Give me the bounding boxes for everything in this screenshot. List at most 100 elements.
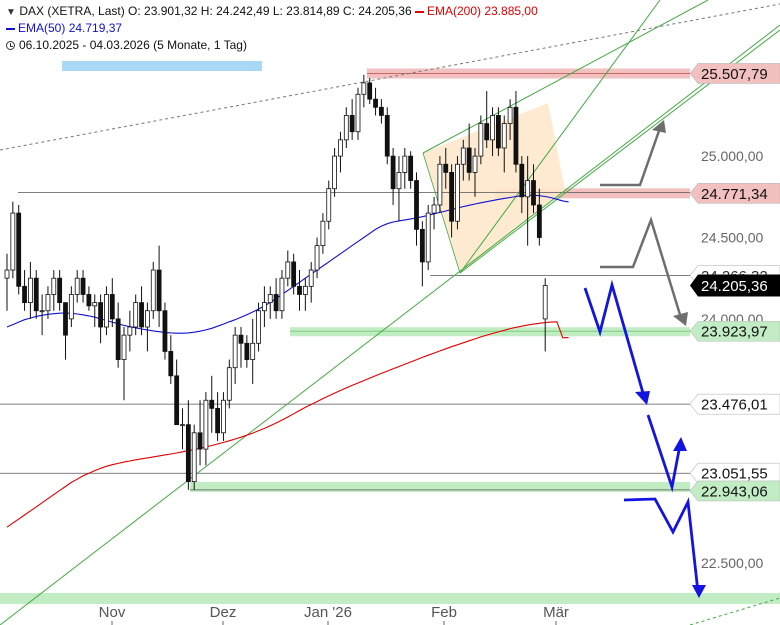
candle-body	[4, 269, 10, 279]
candle	[39, 294, 45, 336]
ema50-swatch-icon	[6, 27, 15, 30]
candle	[460, 139, 466, 181]
price-tag-bg	[689, 320, 780, 342]
candle	[191, 424, 197, 490]
candle	[261, 286, 267, 328]
candle-body	[22, 285, 27, 304]
x-tick-label: Jan '26	[304, 604, 352, 621]
candle	[414, 172, 419, 246]
y-tick-label: 24.500,00	[701, 230, 763, 246]
ema200-line	[6, 321, 569, 528]
candle	[144, 302, 150, 352]
candle-body	[279, 277, 285, 312]
candle-body	[10, 212, 16, 271]
candle	[343, 107, 349, 148]
header-ohlc-row: ▼ DAX (XETRA, Last) O: 23.901,32 H: 24.2…	[6, 4, 538, 18]
candle-body	[531, 180, 536, 206]
candle	[466, 123, 472, 181]
candle-body	[449, 171, 455, 222]
candle	[267, 286, 273, 319]
candle-body	[378, 106, 384, 116]
candle	[22, 270, 27, 311]
x-tick-label: Dez	[210, 604, 237, 621]
support-zone-22943	[190, 481, 690, 492]
candle-body	[92, 302, 98, 307]
candle	[45, 286, 51, 319]
candle-body	[273, 294, 279, 312]
candle	[332, 147, 338, 197]
candle-body	[121, 334, 127, 360]
candle-body	[507, 106, 513, 124]
candle	[443, 147, 449, 189]
candle	[133, 294, 139, 336]
candle-body	[419, 228, 425, 263]
candle	[33, 270, 39, 319]
dashed-support-line	[689, 597, 780, 625]
candle	[338, 131, 343, 173]
price-tag: 25.507,79	[689, 63, 780, 84]
blue-arrowhead-down-icon	[692, 585, 706, 598]
current-price-bg	[690, 274, 780, 297]
candle-body	[297, 285, 302, 295]
candle	[291, 253, 297, 295]
price-tag: 23.923,97	[689, 320, 780, 342]
candle	[501, 115, 507, 173]
instrument-name: DAX (XETRA, Last)	[19, 4, 125, 18]
candle-body	[45, 294, 51, 312]
x-tick-label: Feb	[431, 604, 457, 621]
candle	[115, 302, 121, 368]
candle-body	[98, 302, 103, 328]
candle-body	[57, 277, 63, 304]
ema200-label: EMA(200)	[426, 4, 482, 18]
candle	[536, 188, 542, 246]
y-tick-label: 25.000,00	[701, 148, 763, 164]
candle	[396, 156, 402, 222]
candle-body	[51, 277, 57, 295]
candle	[408, 151, 414, 189]
candle-body	[349, 115, 355, 133]
price-tag-label: 23.051,55	[701, 466, 768, 483]
x-tick-label: Nov	[99, 604, 126, 621]
price-tag-label: 24.771,34	[701, 186, 768, 203]
candle	[174, 359, 180, 426]
candle	[104, 286, 109, 336]
candle	[156, 245, 162, 328]
candle	[373, 87, 378, 116]
collapse-chevron-icon[interactable]: ▼	[6, 7, 16, 18]
candle	[215, 392, 221, 441]
candle-body	[355, 93, 361, 133]
candle	[232, 327, 238, 384]
candle-body	[472, 155, 478, 173]
candle	[250, 318, 256, 384]
candle	[367, 78, 373, 105]
ema50-legend[interactable]: EMA(50) 24.719,37	[6, 21, 122, 35]
price-tag: 22.943,06	[689, 480, 780, 502]
candle	[279, 270, 285, 319]
candle	[139, 286, 144, 336]
clock-icon	[6, 41, 15, 50]
ema200-legend[interactable]: EMA(200) 23.885,00	[414, 4, 538, 18]
candle	[180, 408, 185, 450]
candle-body	[466, 147, 472, 173]
dashed-resistance-line	[0, 3, 780, 151]
price-tag-bg	[689, 480, 780, 502]
candle	[74, 270, 80, 303]
candle-body	[373, 98, 378, 108]
projection-arrows	[583, 120, 706, 598]
date-range: 06.10.2025 - 04.03.2026	[19, 38, 150, 52]
candle-body	[267, 294, 273, 303]
gray-arrowhead-icon	[652, 120, 666, 133]
candle	[68, 286, 74, 328]
candle-body	[302, 285, 308, 295]
close-value: C: 24.205,36	[342, 4, 412, 18]
candle-body	[519, 163, 525, 198]
candle-body	[104, 294, 109, 328]
level-lines	[0, 72, 690, 491]
high-value: H: 24.242,49	[200, 4, 270, 18]
candle	[109, 278, 115, 328]
y-tick-label: 22.500,00	[701, 555, 763, 571]
price-tag-bg	[689, 462, 780, 484]
candle	[361, 74, 367, 108]
price-tag-bg	[689, 63, 780, 84]
